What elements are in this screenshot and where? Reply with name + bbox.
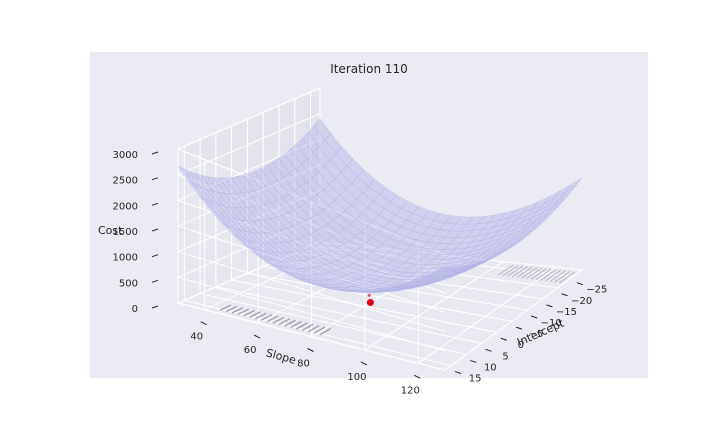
z-tick-label: 3000 [113, 150, 138, 161]
y-tick-label: 5 [502, 351, 508, 362]
x-tick-label: 60 [244, 345, 257, 356]
z-tick-label: 500 [119, 278, 138, 289]
trail-point [368, 294, 371, 297]
y-tick-label: −25 [586, 285, 607, 296]
x-tick-label: 120 [401, 385, 420, 396]
x-tick-label: 40 [190, 332, 203, 343]
y-tick-label: −15 [556, 307, 577, 318]
x-tick-label: 80 [297, 359, 310, 370]
chart-title: Iteration 110 [330, 62, 408, 76]
y-tick-label: 10 [484, 362, 497, 373]
z-axis-label: Cost [98, 224, 123, 237]
z-tick-label: 0 [132, 304, 138, 315]
z-tick-label: 2500 [113, 176, 138, 187]
z-tick-label: 1000 [113, 253, 138, 264]
current-point [367, 299, 374, 306]
x-tick-label: 100 [347, 372, 366, 383]
z-tick-label: 2000 [113, 201, 138, 212]
y-tick-label: −20 [571, 296, 592, 307]
y-tick-label: 15 [469, 374, 482, 385]
